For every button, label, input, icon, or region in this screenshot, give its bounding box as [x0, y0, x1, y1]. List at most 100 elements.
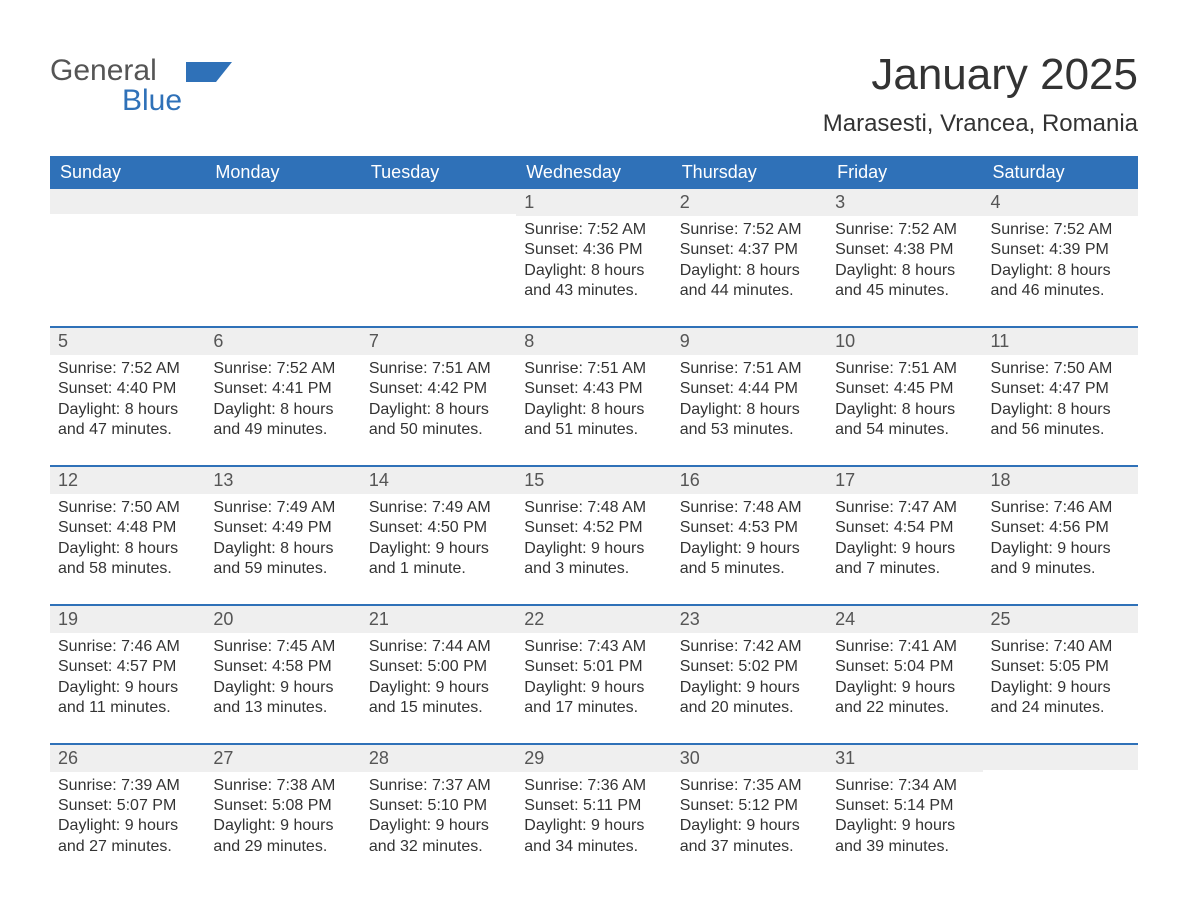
day-daylight1: Daylight: 8 hours	[991, 261, 1130, 281]
day-number: 29	[516, 745, 671, 772]
day-sunrise: Sunrise: 7:35 AM	[680, 776, 819, 796]
day-daylight2: and 50 minutes.	[369, 420, 508, 440]
day-daylight2: and 17 minutes.	[524, 698, 663, 718]
day-cell: 13Sunrise: 7:49 AMSunset: 4:49 PMDayligh…	[205, 467, 360, 604]
day-number: 17	[827, 467, 982, 494]
day-data: Sunrise: 7:52 AMSunset: 4:40 PMDaylight:…	[50, 355, 205, 441]
day-sunrise: Sunrise: 7:52 AM	[524, 220, 663, 240]
day-daylight1: Daylight: 8 hours	[58, 400, 197, 420]
day-number: 2	[672, 189, 827, 216]
day-cell	[205, 189, 360, 326]
day-number: 13	[205, 467, 360, 494]
day-cell: 25Sunrise: 7:40 AMSunset: 5:05 PMDayligh…	[983, 606, 1138, 743]
day-data	[205, 214, 360, 218]
day-number: 9	[672, 328, 827, 355]
day-sunset: Sunset: 5:08 PM	[213, 796, 352, 816]
calendar-page: General Blue January 2025 Marasesti, Vra…	[0, 0, 1188, 921]
day-sunset: Sunset: 5:10 PM	[369, 796, 508, 816]
day-cell: 7Sunrise: 7:51 AMSunset: 4:42 PMDaylight…	[361, 328, 516, 465]
day-sunset: Sunset: 4:39 PM	[991, 240, 1130, 260]
day-data: Sunrise: 7:36 AMSunset: 5:11 PMDaylight:…	[516, 772, 671, 858]
day-sunrise: Sunrise: 7:51 AM	[524, 359, 663, 379]
day-sunrise: Sunrise: 7:49 AM	[369, 498, 508, 518]
day-daylight1: Daylight: 9 hours	[213, 678, 352, 698]
day-sunrise: Sunrise: 7:36 AM	[524, 776, 663, 796]
day-cell: 17Sunrise: 7:47 AMSunset: 4:54 PMDayligh…	[827, 467, 982, 604]
dow-monday: Monday	[205, 156, 360, 189]
day-daylight1: Daylight: 9 hours	[835, 816, 974, 836]
week-row: 1Sunrise: 7:52 AMSunset: 4:36 PMDaylight…	[50, 189, 1138, 326]
day-data: Sunrise: 7:46 AMSunset: 4:56 PMDaylight:…	[983, 494, 1138, 580]
day-data: Sunrise: 7:52 AMSunset: 4:37 PMDaylight:…	[672, 216, 827, 302]
day-daylight2: and 49 minutes.	[213, 420, 352, 440]
month-title: January 2025	[823, 50, 1138, 100]
day-daylight2: and 32 minutes.	[369, 837, 508, 857]
day-daylight2: and 22 minutes.	[835, 698, 974, 718]
day-daylight1: Daylight: 8 hours	[835, 400, 974, 420]
day-sunset: Sunset: 5:11 PM	[524, 796, 663, 816]
day-cell: 24Sunrise: 7:41 AMSunset: 5:04 PMDayligh…	[827, 606, 982, 743]
day-sunset: Sunset: 4:41 PM	[213, 379, 352, 399]
day-sunrise: Sunrise: 7:49 AM	[213, 498, 352, 518]
day-number: 8	[516, 328, 671, 355]
day-cell: 21Sunrise: 7:44 AMSunset: 5:00 PMDayligh…	[361, 606, 516, 743]
day-data: Sunrise: 7:40 AMSunset: 5:05 PMDaylight:…	[983, 633, 1138, 719]
day-sunrise: Sunrise: 7:40 AM	[991, 637, 1130, 657]
day-daylight2: and 54 minutes.	[835, 420, 974, 440]
day-data: Sunrise: 7:50 AMSunset: 4:48 PMDaylight:…	[50, 494, 205, 580]
day-daylight2: and 39 minutes.	[835, 837, 974, 857]
day-sunset: Sunset: 5:05 PM	[991, 657, 1130, 677]
day-cell: 8Sunrise: 7:51 AMSunset: 4:43 PMDaylight…	[516, 328, 671, 465]
day-daylight2: and 46 minutes.	[991, 281, 1130, 301]
day-sunset: Sunset: 5:14 PM	[835, 796, 974, 816]
calendar: Sunday Monday Tuesday Wednesday Thursday…	[50, 156, 1138, 881]
day-data: Sunrise: 7:52 AMSunset: 4:38 PMDaylight:…	[827, 216, 982, 302]
day-number: 25	[983, 606, 1138, 633]
day-cell: 22Sunrise: 7:43 AMSunset: 5:01 PMDayligh…	[516, 606, 671, 743]
day-daylight1: Daylight: 9 hours	[835, 678, 974, 698]
day-sunset: Sunset: 5:12 PM	[680, 796, 819, 816]
day-daylight2: and 9 minutes.	[991, 559, 1130, 579]
logo-text-blue: Blue	[122, 84, 182, 117]
day-number: 5	[50, 328, 205, 355]
day-daylight1: Daylight: 9 hours	[369, 539, 508, 559]
day-data	[50, 214, 205, 218]
day-sunset: Sunset: 5:02 PM	[680, 657, 819, 677]
day-cell: 20Sunrise: 7:45 AMSunset: 4:58 PMDayligh…	[205, 606, 360, 743]
day-cell: 26Sunrise: 7:39 AMSunset: 5:07 PMDayligh…	[50, 745, 205, 882]
day-daylight2: and 3 minutes.	[524, 559, 663, 579]
day-cell: 15Sunrise: 7:48 AMSunset: 4:52 PMDayligh…	[516, 467, 671, 604]
day-daylight1: Daylight: 8 hours	[369, 400, 508, 420]
day-daylight2: and 59 minutes.	[213, 559, 352, 579]
week-row: 12Sunrise: 7:50 AMSunset: 4:48 PMDayligh…	[50, 465, 1138, 604]
day-daylight2: and 13 minutes.	[213, 698, 352, 718]
day-number: 24	[827, 606, 982, 633]
day-number: 11	[983, 328, 1138, 355]
day-sunset: Sunset: 4:49 PM	[213, 518, 352, 538]
day-number: 22	[516, 606, 671, 633]
day-cell	[983, 745, 1138, 882]
day-daylight2: and 15 minutes.	[369, 698, 508, 718]
dow-wednesday: Wednesday	[516, 156, 671, 189]
day-cell: 31Sunrise: 7:34 AMSunset: 5:14 PMDayligh…	[827, 745, 982, 882]
day-daylight1: Daylight: 9 hours	[991, 678, 1130, 698]
day-sunset: Sunset: 4:54 PM	[835, 518, 974, 538]
day-sunset: Sunset: 4:43 PM	[524, 379, 663, 399]
day-sunset: Sunset: 4:37 PM	[680, 240, 819, 260]
day-daylight1: Daylight: 9 hours	[991, 539, 1130, 559]
day-number: 15	[516, 467, 671, 494]
day-cell: 30Sunrise: 7:35 AMSunset: 5:12 PMDayligh…	[672, 745, 827, 882]
day-number: 12	[50, 467, 205, 494]
day-sunrise: Sunrise: 7:51 AM	[369, 359, 508, 379]
day-daylight2: and 44 minutes.	[680, 281, 819, 301]
day-cell: 28Sunrise: 7:37 AMSunset: 5:10 PMDayligh…	[361, 745, 516, 882]
week-row: 5Sunrise: 7:52 AMSunset: 4:40 PMDaylight…	[50, 326, 1138, 465]
logo-flag-icon	[186, 58, 232, 91]
title-block: January 2025 Marasesti, Vrancea, Romania	[823, 50, 1138, 138]
day-daylight2: and 20 minutes.	[680, 698, 819, 718]
day-number: 21	[361, 606, 516, 633]
day-data: Sunrise: 7:43 AMSunset: 5:01 PMDaylight:…	[516, 633, 671, 719]
week-row: 19Sunrise: 7:46 AMSunset: 4:57 PMDayligh…	[50, 604, 1138, 743]
day-number: 1	[516, 189, 671, 216]
day-sunrise: Sunrise: 7:41 AM	[835, 637, 974, 657]
